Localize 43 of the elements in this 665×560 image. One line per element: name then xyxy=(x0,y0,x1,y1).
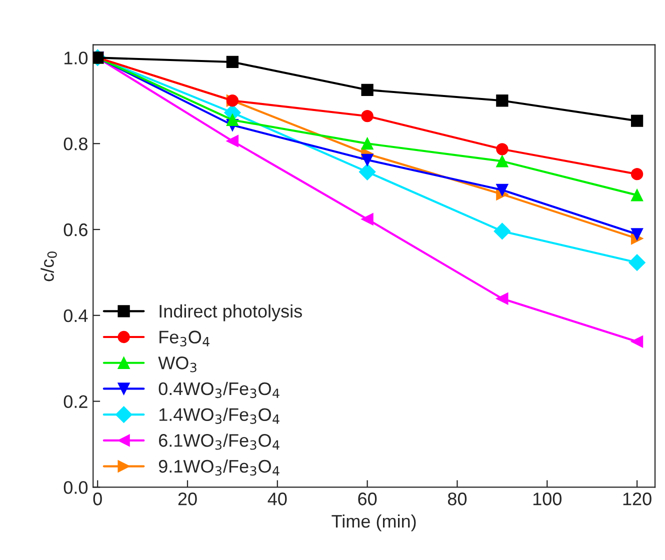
point xyxy=(361,110,374,122)
point xyxy=(628,254,646,271)
y-tick-label: 1.0 xyxy=(64,52,88,64)
point xyxy=(630,336,644,348)
point xyxy=(496,94,508,107)
legend-label: 9.1WO$_{3}$/Fe$_{3}$O$_{4}$ xyxy=(158,459,280,476)
point xyxy=(361,138,374,150)
point xyxy=(226,56,239,68)
point xyxy=(226,134,239,148)
y-axis-title: c/c$_{0}$ xyxy=(40,252,57,282)
y-tick-label: 0.8 xyxy=(64,138,88,150)
point xyxy=(494,222,511,240)
point xyxy=(358,164,376,180)
point xyxy=(226,114,239,126)
legend-label: 1.4WO$_{3}$/Fe$_{3}$O$_{4}$ xyxy=(159,408,280,424)
point xyxy=(496,292,508,305)
x-tick-label: 20 xyxy=(178,492,197,506)
legend-label: 0.4WO$_{3}$/Fe$_{3}$O$_{4}$ xyxy=(158,382,280,398)
point xyxy=(630,189,644,202)
x-tick-label: 100 xyxy=(533,492,562,506)
point xyxy=(361,213,374,226)
x-tick-label: 40 xyxy=(268,492,287,506)
legend-label: Fe$_{3}$O$_{4}$ xyxy=(160,330,210,346)
x-tick-label: 80 xyxy=(448,492,467,506)
legend-label: WO$_{3}$ xyxy=(158,356,196,372)
legend-label: 6.1WO$_{3}$/Fe$_{3}$O$_{4}$ xyxy=(159,434,280,450)
point xyxy=(496,155,508,168)
point xyxy=(630,168,644,180)
point xyxy=(361,84,374,96)
y-tick-label: 0.2 xyxy=(64,395,88,408)
x-tick-label: 60 xyxy=(358,492,377,506)
y-tick-label: 0.0 xyxy=(64,481,88,494)
x-tick-label: 120 xyxy=(623,492,652,506)
point xyxy=(630,114,644,127)
x-axis-title: Time (min) xyxy=(332,514,416,532)
point xyxy=(630,228,644,240)
point xyxy=(496,143,508,156)
point xyxy=(361,154,374,166)
y-tick-label: 0.4 xyxy=(64,309,88,322)
x-tick-label: 0 xyxy=(93,492,102,506)
y-tick-label: 0.6 xyxy=(64,223,88,236)
legend-label: Indirect photolysis xyxy=(160,304,302,322)
point xyxy=(496,184,508,196)
